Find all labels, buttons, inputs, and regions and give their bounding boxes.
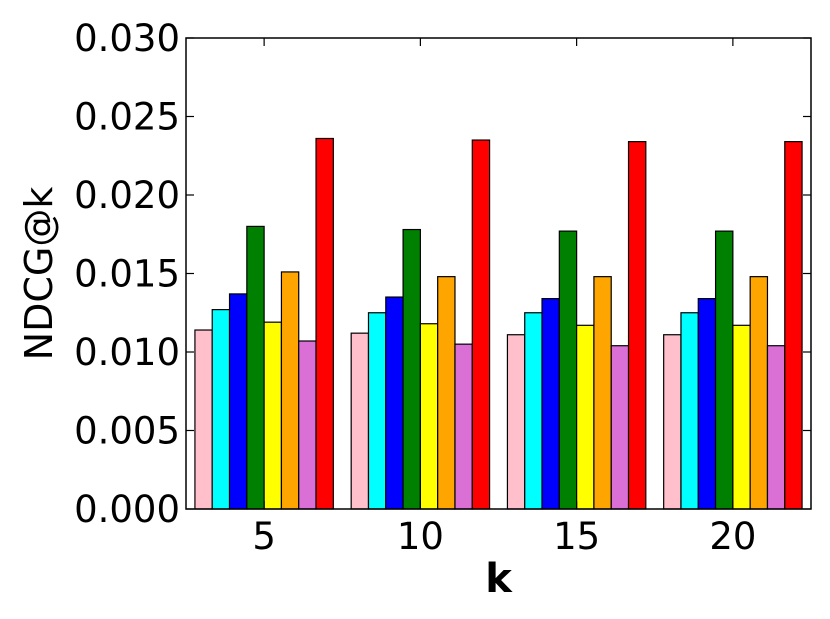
y-axis-label: NDCG@k [17,187,61,361]
y-tick-label: 0.015 [74,253,180,296]
y-tick-label: 0.005 [74,410,180,453]
bar-s3-k20 [697,298,717,510]
bar-s6-k5 [280,271,300,510]
bar-s8-k20 [784,141,803,510]
bar-s4-k10 [402,228,421,510]
x-tick-label: 15 [553,515,600,558]
bar-s6-k15 [593,276,612,510]
bar-s7-k5 [298,340,317,510]
x-tick-label: 10 [397,515,444,558]
bar-s7-k15 [610,345,630,510]
bar-s5-k5 [263,321,283,510]
plot-frame [185,37,812,510]
y-tick-label: 0.020 [74,174,180,217]
bar-s7-k10 [454,343,473,510]
bar-s7-k20 [766,345,786,510]
y-tick-label: 0.000 [74,488,180,531]
y-tick-label: 0.010 [74,331,180,374]
x-axis-ticks: 5 10 15 20 [252,38,756,558]
bar-s3-k15 [541,298,560,510]
bar-s8-k15 [627,141,647,510]
bar-s2-k15 [524,312,543,510]
y-axis-ticks: 0.000 0.005 0.010 0.015 0.020 0.025 0.030 [74,17,811,531]
bar-s3-k5 [228,293,248,510]
bar-s6-k20 [749,276,769,510]
x-tick-label: 5 [252,515,276,558]
bar-s5-k20 [732,324,751,510]
bar-s4-k20 [714,230,734,510]
bar-s1-k15 [506,334,526,510]
bar-s6-k10 [437,276,456,510]
y-tick-label: 0.025 [74,96,180,139]
bar-s5-k15 [576,324,595,510]
bar-s8-k10 [471,139,491,510]
bars-group [194,137,803,510]
bar-s2-k5 [211,309,231,510]
bar-s4-k15 [558,230,578,510]
bar-s4-k5 [246,225,265,510]
y-tick-label: 0.030 [74,17,180,60]
bar-s1-k10 [350,332,370,510]
bar-s5-k10 [419,323,439,510]
bar-s1-k5 [194,329,213,510]
bar-s2-k10 [367,312,387,510]
x-tick-label: 20 [709,515,756,558]
bar-s8-k5 [315,137,334,510]
bar-s1-k20 [663,334,682,510]
x-axis-label: k [485,556,513,602]
bar-s2-k20 [680,312,699,510]
bar-s3-k10 [385,296,404,510]
